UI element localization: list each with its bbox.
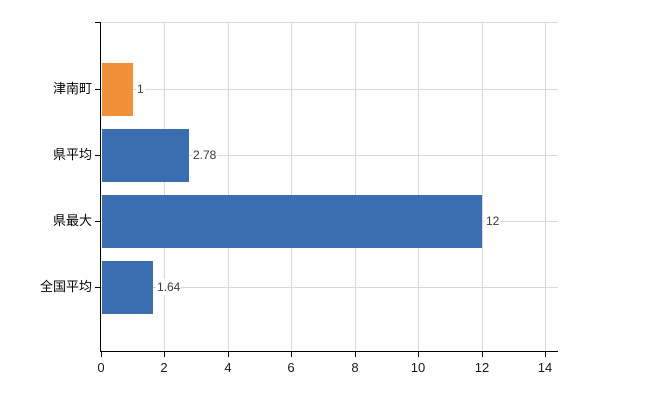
x-tick-label: 14: [537, 360, 553, 375]
bar-value-label: 1: [136, 81, 145, 97]
category-label: 県最大: [52, 213, 92, 228]
y-axis-tick: [95, 221, 101, 222]
x-axis-tick: [482, 351, 483, 357]
x-gridline: [291, 22, 292, 351]
y-axis-tick: [95, 287, 101, 288]
y-axis-line: [100, 22, 101, 351]
y-category-gridline: [101, 155, 558, 156]
bar-value-label: 2.78: [192, 147, 218, 163]
bar-value-label: 12: [485, 213, 501, 229]
plot-top-border: [101, 22, 558, 23]
category-label: 津南町: [52, 81, 92, 96]
x-gridline: [545, 22, 546, 351]
x-tick-label: 0: [97, 360, 105, 375]
x-tick-label: 8: [351, 360, 359, 375]
x-axis-line: [100, 351, 558, 352]
x-gridline: [228, 22, 229, 351]
x-tick-label: 12: [474, 360, 490, 375]
x-axis-tick: [291, 351, 292, 357]
x-gridline: [418, 22, 419, 351]
x-axis-tick: [418, 351, 419, 357]
x-axis-tick: [545, 351, 546, 357]
x-tick-label: 2: [160, 360, 168, 375]
y-axis-tick: [95, 155, 101, 156]
x-gridline: [164, 22, 165, 351]
bar-value-label: 1.64: [156, 279, 182, 295]
category-label: 県平均: [52, 147, 92, 162]
y-category-gridline: [101, 89, 558, 90]
y-category-gridline: [101, 287, 558, 288]
bar: [102, 62, 133, 116]
y-axis-tick: [95, 89, 101, 90]
category-label: 全国平均: [39, 279, 92, 294]
y-axis-top-tick: [95, 22, 101, 23]
x-tick-label: 4: [224, 360, 232, 375]
x-tick-label: 6: [287, 360, 295, 375]
x-gridline: [355, 22, 356, 351]
x-gridline: [482, 22, 483, 351]
x-axis-tick: [228, 351, 229, 357]
bar: [102, 128, 189, 182]
x-axis-tick: [164, 351, 165, 357]
x-tick-label: 10: [410, 360, 426, 375]
x-axis-tick: [101, 351, 102, 357]
bar: [102, 194, 482, 248]
bar: [102, 260, 153, 314]
x-axis-tick: [355, 351, 356, 357]
